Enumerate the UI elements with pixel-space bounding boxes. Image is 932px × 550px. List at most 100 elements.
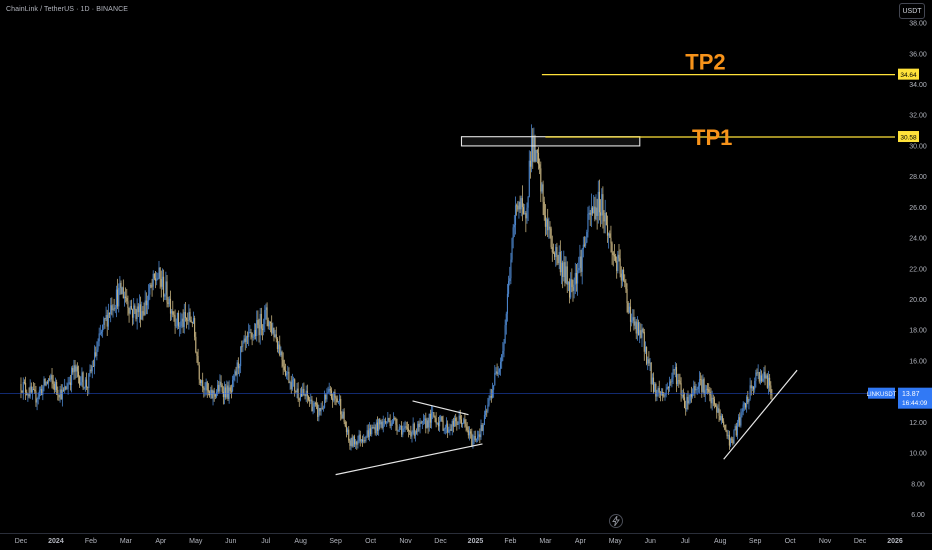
candle-body	[558, 251, 560, 264]
candle-body	[571, 279, 573, 288]
candle-body	[533, 137, 535, 162]
y-tick-label: 18.00	[909, 328, 927, 335]
candle-body	[486, 410, 488, 412]
candle-body	[56, 381, 58, 390]
candle-body	[655, 383, 657, 397]
candle-body	[746, 396, 748, 408]
candle-body	[350, 437, 352, 446]
candle-body	[759, 375, 761, 382]
candle-body	[498, 368, 500, 373]
candle-body	[620, 273, 622, 281]
candle-body	[567, 281, 569, 285]
candle-body	[107, 312, 109, 327]
candle-body	[639, 330, 641, 336]
candle-body	[365, 435, 367, 441]
candle-body	[525, 213, 527, 219]
candle-body	[404, 426, 406, 429]
candle-body	[413, 423, 415, 436]
candle-body	[748, 399, 750, 403]
candle-body	[419, 422, 421, 428]
x-tick-label: Sep	[329, 538, 342, 545]
candle-body	[587, 213, 589, 233]
candle-body	[81, 372, 83, 383]
candle-body	[665, 389, 667, 395]
candle-body	[723, 421, 725, 425]
candle-body	[39, 388, 42, 391]
candle-body	[66, 388, 68, 390]
candle-body	[60, 389, 62, 400]
candle-body	[374, 427, 376, 434]
candle-body	[327, 392, 329, 394]
candle-body	[382, 421, 384, 428]
candle-body	[141, 311, 143, 320]
candle-body	[292, 379, 295, 381]
current-price-value: 13.87	[902, 391, 920, 398]
candle-body	[704, 390, 706, 395]
candle-body	[99, 333, 101, 335]
candle-body	[654, 383, 656, 392]
x-tick-label: Jun	[225, 538, 236, 545]
lightning-icon[interactable]	[609, 514, 623, 528]
candle-body	[281, 351, 283, 360]
candle-body	[111, 305, 113, 311]
candle-body	[597, 191, 599, 216]
candle-body	[535, 150, 537, 162]
candle-body	[186, 317, 188, 320]
candle-body	[444, 427, 446, 429]
candle-body	[217, 384, 219, 392]
candle-body	[268, 321, 270, 327]
candle-body	[273, 327, 275, 338]
candle-body	[360, 439, 362, 442]
candle-body	[100, 331, 103, 334]
currency-selector[interactable]: USDT	[899, 3, 925, 19]
candle-body	[457, 423, 459, 425]
candle-body	[464, 419, 466, 424]
candle-body	[732, 439, 734, 444]
candle-body	[568, 281, 571, 298]
candle-body	[144, 300, 146, 315]
candle-body	[260, 313, 262, 329]
candle-body	[28, 394, 30, 397]
candle-body	[422, 419, 425, 422]
candle-body	[294, 379, 296, 391]
candle-body	[678, 380, 680, 382]
resistance-box[interactable]	[460, 136, 641, 147]
candle-body	[172, 311, 174, 315]
candle-body	[489, 395, 491, 399]
candle-body	[598, 191, 600, 213]
candle-body	[487, 404, 489, 412]
candle-body	[762, 378, 764, 382]
candle-body	[283, 366, 285, 370]
candle-body	[198, 365, 200, 380]
candle-body	[301, 393, 303, 397]
candle-body	[660, 391, 663, 395]
candle-body	[103, 318, 105, 325]
candle-body	[589, 212, 591, 215]
candle-body	[223, 387, 226, 398]
wedge-upper-line[interactable]	[412, 400, 469, 416]
candle-body	[177, 312, 180, 327]
candle-body	[393, 417, 395, 423]
candle-body	[764, 371, 766, 379]
candle-body	[138, 304, 140, 313]
candle-body	[751, 386, 753, 389]
candle-body	[238, 366, 241, 369]
candle-body	[261, 328, 264, 331]
candle-body	[343, 411, 345, 422]
candle-body	[340, 398, 342, 415]
candle-body	[240, 346, 242, 367]
candle-body	[87, 387, 89, 389]
candle-body	[700, 379, 702, 381]
candle-body	[566, 266, 568, 285]
candle-body	[505, 313, 507, 326]
candle-body	[472, 439, 474, 446]
support-line-2024[interactable]	[335, 443, 483, 476]
candle-body	[30, 386, 32, 393]
candle-body	[27, 394, 29, 396]
candle-body	[767, 377, 770, 388]
candle-body	[57, 389, 59, 395]
support-line-2025[interactable]	[723, 369, 798, 460]
candle-body	[594, 206, 596, 220]
